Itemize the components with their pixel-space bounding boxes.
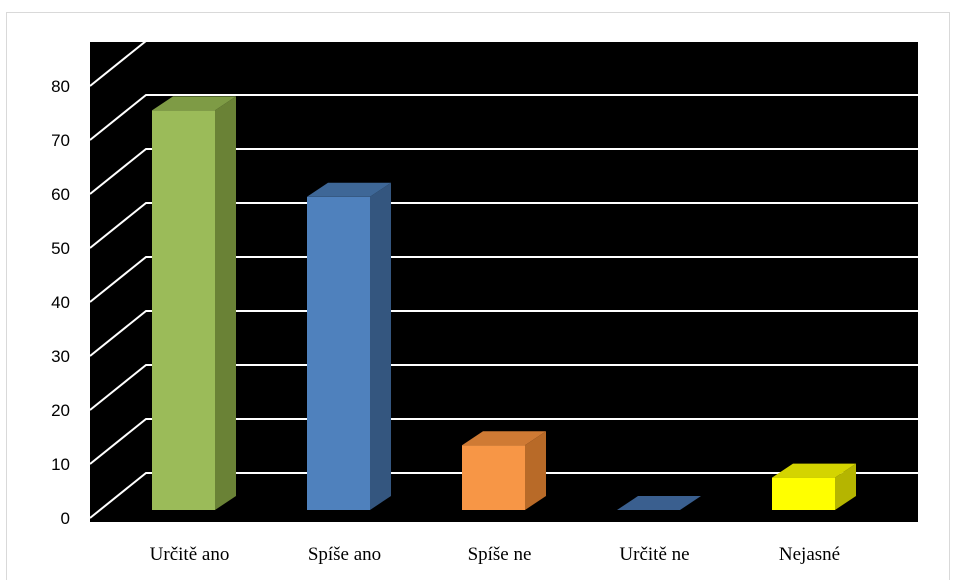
gridline xyxy=(89,364,918,411)
gridline xyxy=(89,418,918,465)
bar-top xyxy=(152,96,236,111)
bar-side xyxy=(525,431,546,510)
chart-frame xyxy=(6,12,950,580)
y-tick-label: 20 xyxy=(51,401,70,420)
bars xyxy=(152,96,856,511)
gridline xyxy=(89,148,918,195)
bar xyxy=(152,96,236,511)
x-category-label: Nejasné xyxy=(779,544,840,565)
y-tick-label: 60 xyxy=(51,185,70,204)
y-tick-label: 40 xyxy=(51,293,70,312)
bar-side xyxy=(835,463,856,510)
bar-top xyxy=(462,431,546,446)
x-category-label: Určitě ano xyxy=(150,544,230,565)
gridline xyxy=(89,472,918,519)
y-tick-label: 50 xyxy=(51,239,70,258)
bar-front xyxy=(307,196,370,511)
x-category-label: Spíše ne xyxy=(468,544,532,565)
x-category-label: Určitě ne xyxy=(619,544,689,565)
bar xyxy=(462,431,546,510)
gridlines xyxy=(89,40,918,519)
y-tick-label: 70 xyxy=(51,131,70,150)
y-tick-label: 10 xyxy=(51,455,70,474)
bar-top xyxy=(617,496,701,510)
y-tick-label: 0 xyxy=(61,509,70,528)
bar-side xyxy=(215,96,236,511)
bar-front xyxy=(152,110,215,511)
gridline xyxy=(89,40,918,87)
bar-side xyxy=(370,182,391,511)
gridline xyxy=(89,202,918,249)
y-tick-label: 30 xyxy=(51,347,70,366)
bar xyxy=(617,496,701,510)
bar-front xyxy=(772,477,835,510)
y-tick-label: 80 xyxy=(51,77,70,96)
bar-top xyxy=(772,463,856,478)
x-category-label: Spíše ano xyxy=(308,544,381,565)
bar-top xyxy=(307,182,391,197)
y-axis-ticks: 0 10 20 30 40 50 60 70 80 xyxy=(51,77,70,528)
gridline xyxy=(89,94,918,141)
gridline xyxy=(89,256,918,303)
bar xyxy=(307,182,391,511)
gridline xyxy=(89,310,918,357)
x-axis-labels: Určitě ano Spíše ano Spíše ne Určitě ne Neja… xyxy=(150,544,840,565)
bar xyxy=(772,463,856,510)
bar-front xyxy=(462,445,525,510)
